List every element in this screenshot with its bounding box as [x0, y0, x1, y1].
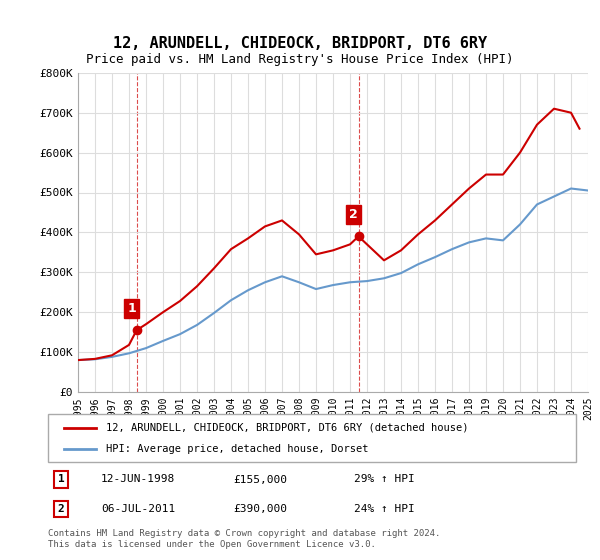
Text: 29% ↑ HPI: 29% ↑ HPI: [354, 474, 415, 484]
Text: 2: 2: [58, 504, 65, 514]
Text: 12-JUN-1998: 12-JUN-1998: [101, 474, 175, 484]
FancyBboxPatch shape: [48, 414, 576, 462]
Text: 24% ↑ HPI: 24% ↑ HPI: [354, 504, 415, 514]
Text: 06-JUL-2011: 06-JUL-2011: [101, 504, 175, 514]
Text: 2: 2: [349, 208, 358, 221]
Text: Price paid vs. HM Land Registry's House Price Index (HPI): Price paid vs. HM Land Registry's House …: [86, 53, 514, 66]
Text: 12, ARUNDELL, CHIDEOCK, BRIDPORT, DT6 6RY: 12, ARUNDELL, CHIDEOCK, BRIDPORT, DT6 6R…: [113, 36, 487, 52]
Text: Contains HM Land Registry data © Crown copyright and database right 2024.
This d: Contains HM Land Registry data © Crown c…: [48, 529, 440, 549]
Text: £390,000: £390,000: [233, 504, 287, 514]
Text: £155,000: £155,000: [233, 474, 287, 484]
Text: 1: 1: [127, 302, 136, 315]
Text: 1: 1: [58, 474, 65, 484]
Text: HPI: Average price, detached house, Dorset: HPI: Average price, detached house, Dors…: [106, 444, 368, 454]
Text: 12, ARUNDELL, CHIDEOCK, BRIDPORT, DT6 6RY (detached house): 12, ARUNDELL, CHIDEOCK, BRIDPORT, DT6 6R…: [106, 423, 469, 433]
